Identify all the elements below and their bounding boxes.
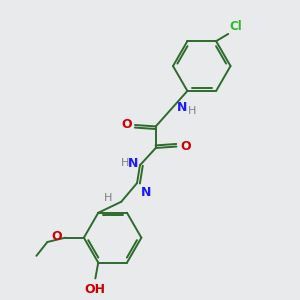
Text: N: N bbox=[140, 186, 151, 199]
Text: H: H bbox=[188, 106, 196, 116]
Text: N: N bbox=[128, 157, 139, 170]
Text: O: O bbox=[180, 140, 190, 153]
Text: H: H bbox=[121, 158, 129, 168]
Text: O: O bbox=[121, 118, 132, 131]
Text: O: O bbox=[51, 230, 62, 243]
Text: H: H bbox=[104, 193, 112, 203]
Text: Cl: Cl bbox=[230, 20, 242, 32]
Text: N: N bbox=[177, 101, 188, 114]
Text: OH: OH bbox=[85, 283, 106, 296]
